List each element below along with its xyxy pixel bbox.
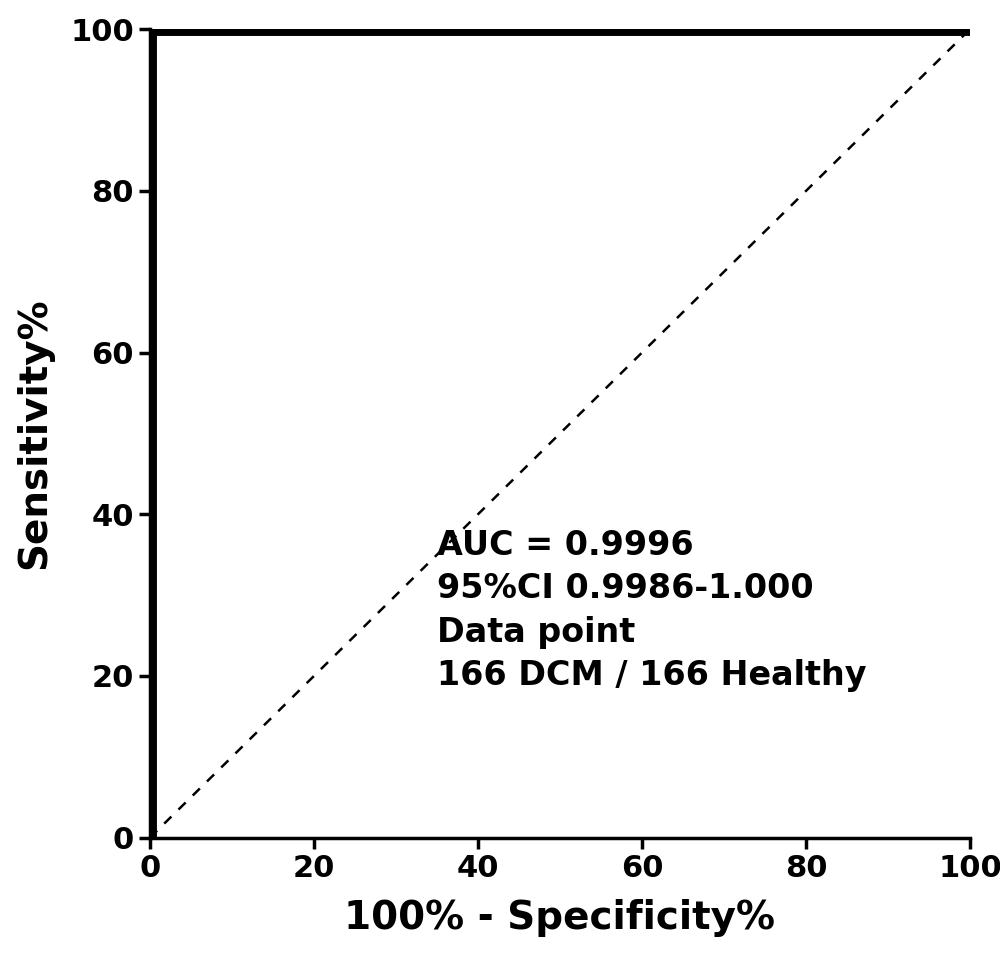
Text: AUC = 0.9996
95%CI 0.9986-1.000
Data point
166 DCM / 166 Healthy: AUC = 0.9996 95%CI 0.9986-1.000 Data poi… <box>437 529 866 693</box>
Y-axis label: Sensitivity%: Sensitivity% <box>16 298 54 569</box>
X-axis label: 100% - Specificity%: 100% - Specificity% <box>344 899 776 937</box>
